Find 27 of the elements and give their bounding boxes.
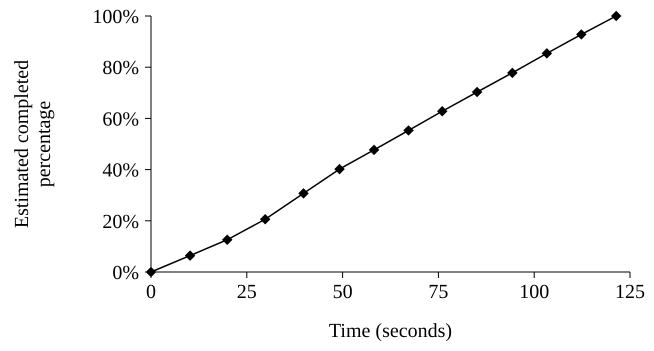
- point: [298, 188, 309, 199]
- point: [403, 125, 414, 136]
- x-tick-label: 100: [519, 281, 550, 303]
- point: [542, 48, 552, 59]
- y-tick-label: 60%: [102, 108, 139, 130]
- point: [334, 164, 345, 174]
- point: [260, 214, 270, 225]
- y-tick-label: 40%: [102, 160, 139, 182]
- y-tick-label: 0%: [112, 262, 139, 284]
- y-tick-label: 100%: [92, 6, 139, 28]
- x-tick-label: 125: [615, 281, 645, 303]
- x-tick-label: 0: [146, 281, 156, 303]
- point: [184, 250, 196, 261]
- point: [610, 10, 622, 22]
- x-axis-title: Time (seconds): [328, 320, 452, 342]
- x-tick-label: 50: [332, 281, 353, 303]
- x-tick-label: 25: [236, 281, 257, 303]
- x-tick-label: 75: [428, 281, 448, 303]
- point: [368, 144, 380, 156]
- point: [507, 68, 518, 78]
- point: [436, 106, 448, 116]
- y-tick-label: 80%: [102, 57, 139, 80]
- point: [222, 234, 232, 245]
- y-tick-label: 20%: [102, 210, 139, 233]
- point: [576, 29, 587, 40]
- point: [472, 86, 482, 98]
- y-axis-title: Estimated completed percentage: [11, 60, 55, 228]
